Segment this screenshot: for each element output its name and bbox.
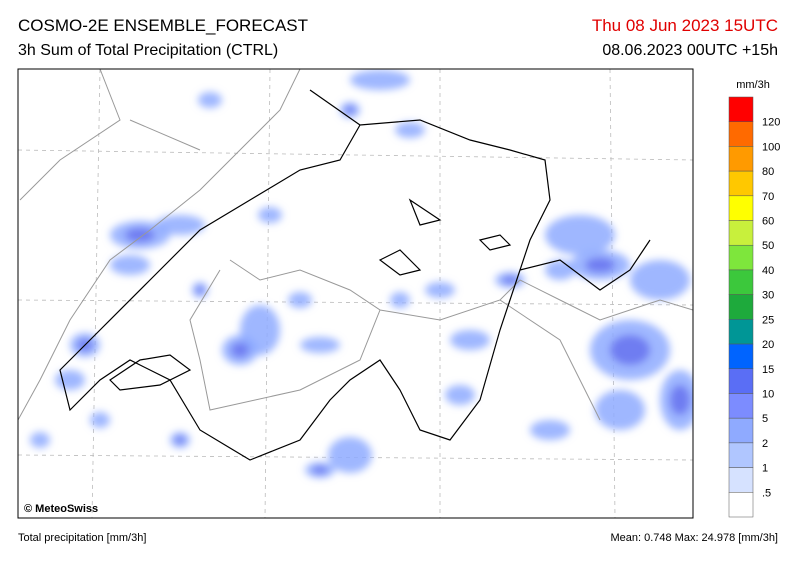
precip-core: [175, 436, 185, 444]
legend-swatch: [728, 121, 754, 147]
precip-area: [595, 390, 645, 430]
legend-label: 1: [762, 463, 768, 475]
legend-swatch: [728, 492, 754, 518]
legend-swatch: [728, 170, 754, 197]
map: [18, 69, 693, 518]
legend-swatch: [728, 294, 754, 320]
precip-area: [450, 330, 490, 350]
precip-area: [30, 432, 50, 448]
subtitle: 3h Sum of Total Precipitation (CTRL): [18, 42, 278, 59]
credit: © MeteoSwiss: [24, 503, 98, 515]
legend-unit: mm/3h: [736, 79, 770, 91]
legend-swatch: [728, 244, 754, 271]
precip-area: [545, 215, 615, 255]
legend-label: 120: [762, 117, 780, 129]
legend-swatch: [728, 269, 754, 295]
legend-swatch: [728, 195, 754, 221]
valid-time: Thu 08 Jun 2023 15UTC: [592, 16, 778, 35]
footer-stats: Mean: 0.748 Max: 24.978 [mm/3h]: [610, 532, 778, 544]
precip-core: [231, 342, 249, 358]
legend-swatch: [728, 146, 754, 172]
precip-area: [258, 207, 282, 223]
precip-core: [610, 335, 650, 365]
legend-swatch: [728, 442, 754, 468]
legend-label: 5: [762, 413, 768, 425]
legend-label: 2: [762, 438, 768, 450]
precip-area: [530, 420, 570, 440]
footer-left: Total precipitation [mm/3h]: [18, 532, 146, 544]
legend-swatch: [728, 467, 754, 493]
legend-label: 80: [762, 166, 774, 178]
precip-area: [90, 412, 110, 428]
legend-swatch: [728, 368, 754, 394]
precip-area: [288, 292, 312, 308]
legend-label: .5: [762, 487, 771, 499]
legend-swatch: [728, 96, 754, 122]
legend-swatch: [728, 393, 754, 419]
legend-label: 40: [762, 265, 774, 277]
legend-label: 15: [762, 364, 774, 376]
legend: 120 100 80 70 60 50 40 30 25 20 15 10 5 2 1 .5: [728, 96, 780, 518]
precip-area: [198, 92, 222, 108]
precip-core: [196, 286, 204, 294]
precip-core: [585, 257, 615, 273]
legend-label: 30: [762, 290, 774, 302]
legend-swatch: [728, 220, 754, 246]
precip-area: [395, 122, 425, 138]
legend-swatch: [728, 343, 754, 370]
legend-label: 10: [762, 388, 774, 400]
legend-label: 70: [762, 191, 774, 203]
precip-area: [110, 255, 150, 275]
run-time: 08.06.2023 00UTC +15h: [602, 42, 778, 59]
legend-label: 25: [762, 314, 774, 326]
precip-area: [630, 260, 690, 300]
legend-label: 60: [762, 216, 774, 228]
legend-label: 20: [762, 339, 774, 351]
precip-core: [312, 466, 328, 474]
legend-label: 100: [762, 141, 780, 153]
title: COSMO-2E ENSEMBLE_FORECAST: [18, 16, 308, 35]
precip-core: [670, 385, 690, 415]
precip-area: [155, 215, 205, 235]
precip-area: [445, 385, 475, 405]
legend-swatch: [728, 319, 754, 345]
precip-core: [502, 276, 518, 284]
precip-area: [390, 292, 410, 308]
legend-label: 50: [762, 240, 774, 252]
precip-area: [300, 337, 340, 353]
precip-area: [425, 282, 455, 298]
legend-swatch: [728, 417, 754, 444]
precip-area: [328, 437, 372, 473]
precip-core: [345, 106, 355, 114]
precip-area: [55, 370, 85, 390]
map-frame: [17, 68, 694, 519]
precip-area: [350, 70, 410, 90]
